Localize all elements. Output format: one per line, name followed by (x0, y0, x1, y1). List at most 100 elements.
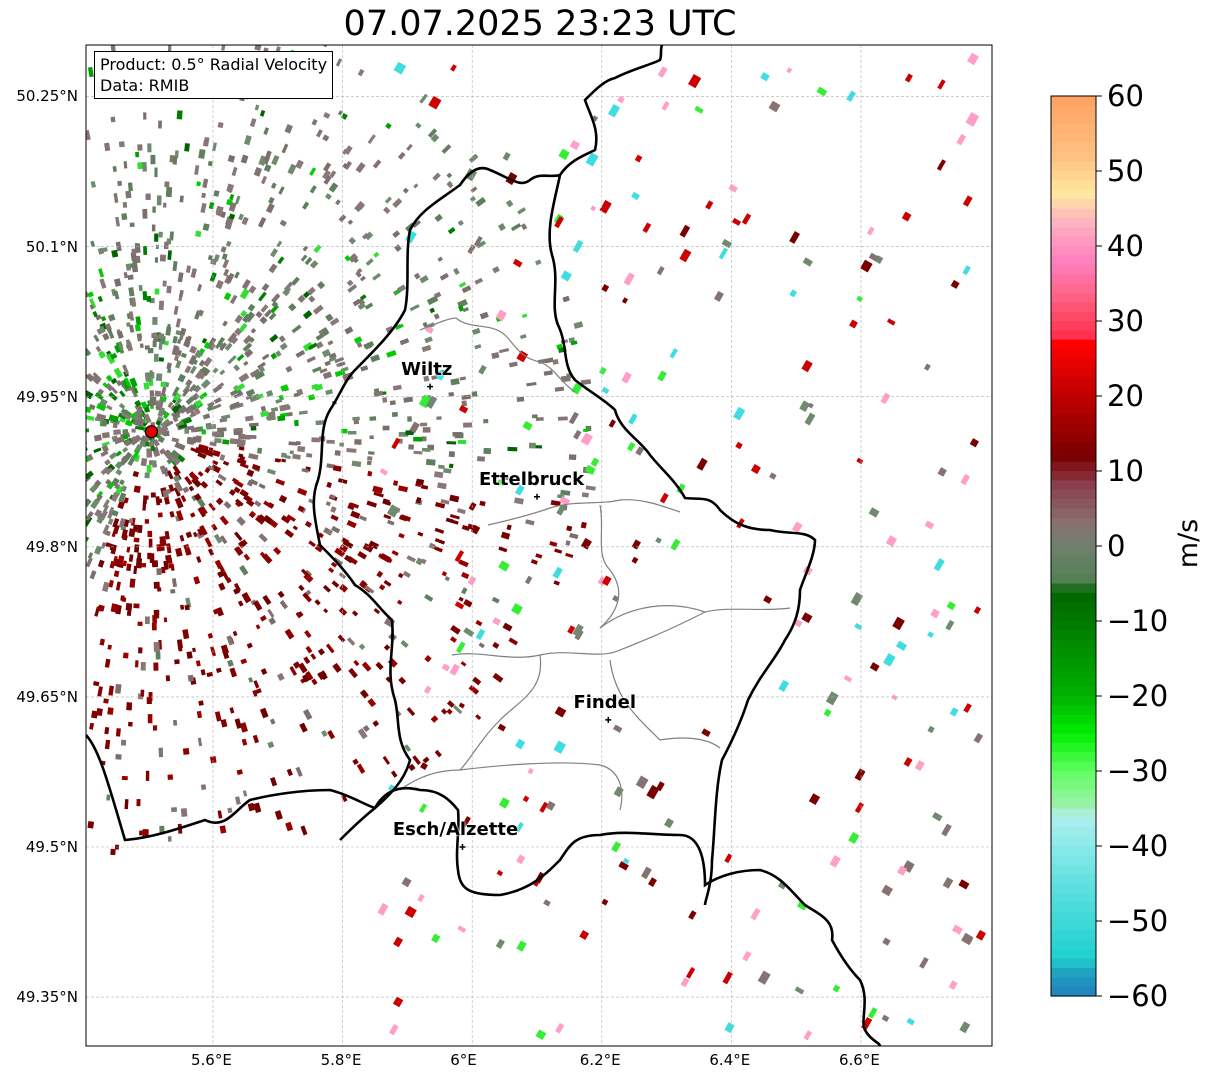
colorbar-segment (1051, 771, 1096, 781)
canton-border (599, 605, 791, 629)
city-marker (605, 716, 612, 723)
colorbar-segment (1051, 536, 1096, 547)
chart-title: 07.07.2025 23:23 UTC (343, 4, 737, 44)
city-marker (534, 493, 540, 500)
colorbar-tick-label: −40 (1107, 829, 1169, 863)
colorbar-segment (1051, 658, 1096, 669)
colorbar-segment (1051, 602, 1096, 613)
longitude-tick-label: 6.6°E (839, 1051, 880, 1069)
colorbar-segment (1051, 789, 1096, 800)
colorbar-segment (1051, 930, 1096, 941)
colorbar-segment (1051, 649, 1096, 660)
colorbar-segment (1051, 189, 1096, 200)
colorbar-segment (1051, 396, 1096, 406)
colorbar-segment (1051, 292, 1096, 303)
colorbar-segment (1051, 874, 1096, 885)
latitude-tick-label: 49.65°N (16, 687, 78, 706)
canton-border (459, 762, 623, 811)
border-luxembourg-germany (548, 174, 817, 906)
longitude-tick-label: 5.8°E (320, 1051, 362, 1069)
colorbar-segment (1051, 124, 1096, 135)
colorbar-segment (1051, 349, 1096, 360)
colorbar-segment (1051, 892, 1096, 903)
colorbar-segment (1051, 274, 1096, 285)
colorbar-segment (1051, 161, 1096, 172)
colorbar-segment (1051, 367, 1096, 378)
colorbar-tick-label: −20 (1107, 679, 1169, 713)
latitude-tick-label: 50.25°N (16, 87, 78, 106)
canton-border (419, 317, 457, 331)
colorbar-segment (1051, 611, 1096, 622)
colorbar-segment (1051, 883, 1096, 894)
colorbar-segment (1051, 461, 1096, 472)
colorbar-segment (1051, 499, 1096, 510)
canton-border (399, 769, 461, 791)
longitude-tick-label: 5.6°E (191, 1051, 232, 1069)
colorbar-segment (1051, 133, 1096, 144)
colorbar-segment (1051, 171, 1096, 181)
colorbar-segment (1051, 592, 1096, 603)
colorbar-segment (1051, 574, 1096, 585)
colorbar-segment (1051, 583, 1096, 594)
colorbar-segment (1051, 517, 1096, 528)
canton-border (459, 654, 542, 771)
colorbar-segment (1051, 808, 1096, 819)
colorbar-segment (1051, 142, 1096, 153)
colorbar-segment (1051, 442, 1096, 453)
colorbar-tick-label: 40 (1107, 229, 1144, 263)
colorbar-segment (1051, 480, 1096, 491)
radar-site-marker (144, 425, 159, 439)
colorbar-segment (1051, 921, 1096, 931)
colorbar-tick-label: −60 (1107, 979, 1169, 1013)
colorbar-segment (1051, 339, 1096, 350)
colorbar-segment (1051, 199, 1096, 210)
colorbar-segment (1051, 255, 1096, 266)
colorbar-segment (1051, 696, 1096, 706)
colorbar-segment (1051, 321, 1096, 331)
colorbar-tick-label: 50 (1107, 154, 1144, 188)
product-label: Product: 0.5° Radial Velocity (100, 55, 328, 74)
colorbar-segment (1051, 424, 1096, 435)
colorbar-segment (1051, 761, 1096, 772)
colorbar-segment (1051, 236, 1096, 247)
colorbar-tick-label: 20 (1107, 379, 1144, 413)
colorbar-segment (1051, 911, 1096, 922)
canton-border (451, 611, 706, 658)
latitude-tick-label: 49.35°N (16, 988, 78, 1007)
border-germany-belgium (558, 45, 664, 176)
colorbar-segment (1051, 958, 1096, 969)
colorbar-segment (1051, 386, 1096, 397)
colorbar-segment (1051, 986, 1096, 997)
colorbar-tick-label: 60 (1107, 79, 1144, 113)
city-marker (427, 383, 434, 390)
colorbar-tick-label: −50 (1107, 904, 1169, 938)
colorbar-segment (1051, 677, 1096, 688)
longitude-tick-label: 6.2°E (579, 1051, 621, 1069)
colorbar-segment (1051, 283, 1096, 294)
colorbar-segment (1051, 846, 1096, 856)
city-label: Esch/Alzette (392, 819, 519, 840)
colorbar-tick-label: 30 (1107, 304, 1144, 338)
colorbar-segment (1051, 227, 1096, 238)
colorbar-segment (1051, 180, 1096, 191)
canton-border (487, 499, 681, 526)
data-source-label: Data: RMIB (100, 76, 190, 95)
colorbar-segment (1051, 527, 1096, 538)
colorbar-segment (1051, 208, 1096, 219)
colorbar-segment (1051, 311, 1096, 322)
canton-border (609, 659, 721, 749)
colorbar-segment (1051, 302, 1096, 313)
colorbar-tick-label: −30 (1107, 754, 1169, 788)
city-label: Wiltz (401, 358, 453, 380)
colorbar-segment (1051, 405, 1096, 416)
city-label: Ettelbruck (479, 468, 585, 490)
colorbar-segment (1051, 705, 1096, 716)
longitude-tick-label: 6.4°E (709, 1051, 751, 1069)
info-box: Product: 0.5° Radial Velocity Data: RMIB (94, 51, 334, 99)
border-luxembourg-france (373, 786, 882, 1046)
colorbar-segment (1051, 358, 1096, 369)
map-frame (85, 44, 993, 1047)
colorbar-segment (1051, 217, 1096, 228)
colorbar-segment (1051, 724, 1096, 735)
